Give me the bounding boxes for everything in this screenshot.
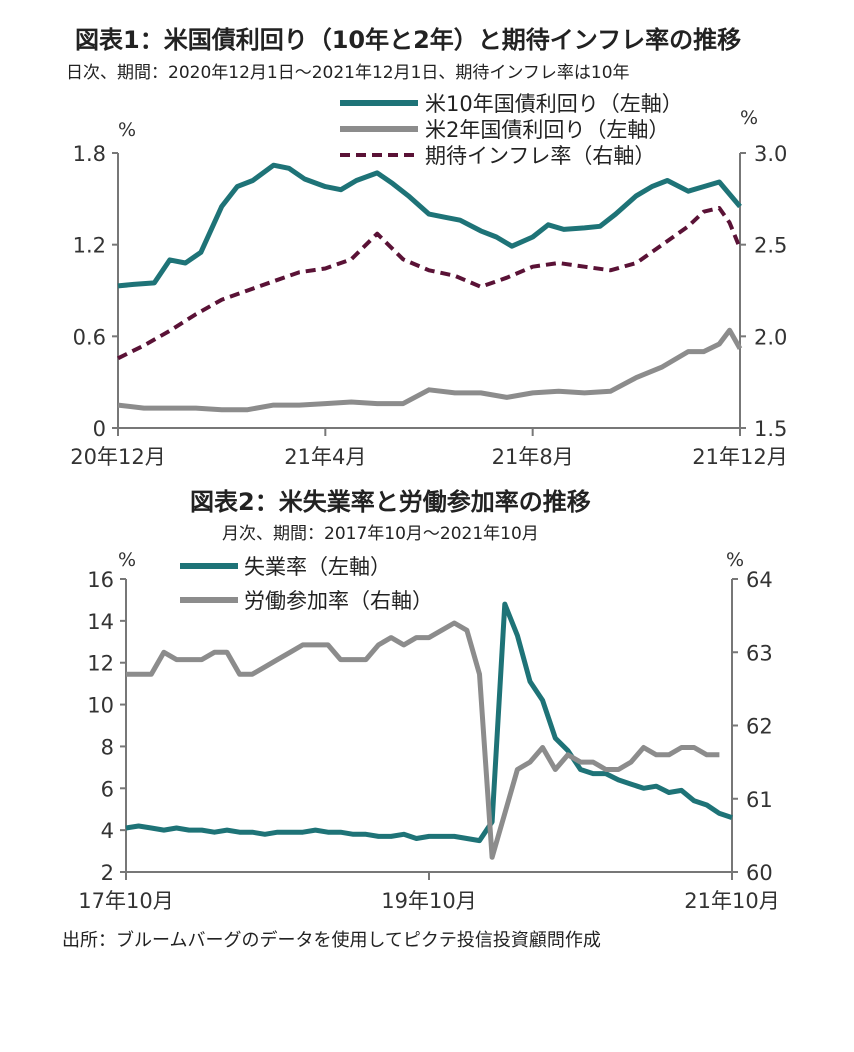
x-tick-label: 21年8月 — [492, 445, 574, 469]
chart2-legend: 失業率（左軸） 労働参加率（右軸） — [180, 555, 433, 613]
right-tick-label: 1.5 — [754, 417, 787, 441]
left-tick-label: 10 — [87, 694, 114, 718]
right-tick-label: 62 — [746, 715, 773, 739]
legend-label-10y: 米10年国債利回り（左軸） — [425, 92, 683, 116]
chart2-plot: 2 4 6 8 10 12 14 16 60 61 62 63 64 17年10月 19年10月 21年10月 — [78, 568, 779, 913]
right-tick-label: 63 — [746, 641, 773, 665]
chart1-left-unit: % — [118, 119, 136, 141]
chart2-right-unit: % — [726, 549, 744, 571]
legend-label-2y: 米2年国債利回り（左軸） — [425, 118, 669, 142]
legend-label-participation: 労働参加率（右軸） — [244, 589, 433, 613]
chart2-series-1-line — [126, 620, 720, 860]
legend-label-bei: 期待インフレ率（右軸） — [425, 144, 655, 168]
x-tick-label: 21年4月 — [284, 445, 366, 469]
chart2-subtitle: 月次、期間：2017年10月～2021年10月 — [222, 524, 539, 544]
chart1-right-unit: % — [740, 107, 758, 129]
chart1-legend: 米10年国債利回り（左軸） 米2年国債利回り（左軸） 期待インフレ率（右軸） — [340, 92, 683, 168]
x-tick-label: 21年10月 — [684, 889, 779, 913]
left-tick-label: 1.2 — [73, 234, 106, 258]
legend-label-unemployment: 失業率（左軸） — [244, 555, 391, 579]
right-tick-label: 2.0 — [754, 325, 787, 349]
right-tick-label: 2.5 — [754, 234, 787, 258]
chart2-title: 図表2：米失業率と労働参加率の推移 — [190, 488, 591, 516]
source-note: 出所：ブルームバーグのデータを使用してピクテ投信投資顧問作成 — [62, 929, 601, 951]
left-tick-label: 2 — [101, 861, 114, 885]
left-tick-label: 16 — [87, 568, 114, 592]
chart1-series-1-line — [117, 327, 743, 413]
right-tick-label: 3.0 — [754, 142, 787, 166]
left-tick-label: 0.6 — [73, 325, 106, 349]
left-tick-label: 6 — [101, 777, 114, 801]
chart1-subtitle: 日次、期間：2020年12月1日～2021年12月1日、期待インフレ率は10年 — [66, 63, 630, 83]
x-tick-label: 21年12月 — [692, 445, 787, 469]
right-tick-label: 60 — [746, 861, 773, 885]
right-tick-label: 61 — [746, 788, 773, 812]
chart2-left-unit: % — [118, 549, 136, 571]
left-tick-label: 1.8 — [73, 142, 106, 166]
x-tick-label: 20年12月 — [70, 445, 165, 469]
chart1-series-0-line — [117, 162, 742, 289]
left-tick-label: 12 — [87, 652, 114, 676]
right-tick-label: 64 — [746, 568, 773, 592]
left-tick-label: 4 — [101, 819, 114, 843]
left-tick-label: 0 — [93, 417, 106, 441]
chart1-plot: 0 0.6 1.2 1.8 1.5 2.0 2.5 3.0 20年12月 21年4月 21年8月 21… — [70, 142, 787, 469]
chart2-series-0-line — [125, 601, 733, 844]
chart1-series-2-line — [117, 206, 742, 361]
left-tick-label: 8 — [101, 735, 114, 759]
chart1-title: 図表1：米国債利回り（10年と2年）と期待インフレ率の推移 — [75, 26, 741, 54]
x-tick-label: 17年10月 — [78, 889, 173, 913]
x-tick-label: 19年10月 — [381, 889, 476, 913]
left-tick-label: 14 — [87, 610, 114, 634]
